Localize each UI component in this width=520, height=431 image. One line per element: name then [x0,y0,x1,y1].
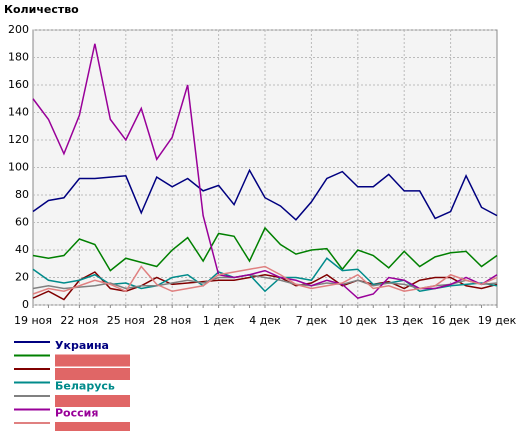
series-line [32,265,498,295]
redacted-label [55,368,130,380]
x-tick-label: 7 дек [296,314,328,327]
x-tick-label: 28 ноя [153,314,191,327]
x-tick-label: 22 ноя [60,314,98,327]
y-tick-label: 200 [8,23,29,36]
y-tick-label: 40 [15,243,29,256]
x-tick-label: 16 дек [431,314,470,327]
y-tick-label: 180 [8,51,29,64]
redacted-label [55,422,130,431]
series-line [32,226,498,272]
series-line [32,168,498,221]
x-tick-label: 10 дек [339,314,378,327]
x-tick-label: 1 дек [203,314,235,327]
redacted-label [55,354,130,367]
redacted-label [55,395,130,407]
y-tick-label: 60 [15,216,29,229]
x-tick-label: 13 дек [385,314,424,327]
y-tick-label: 0 [22,298,29,311]
y-tick-label: 80 [15,188,29,201]
series-line [32,271,498,301]
x-tick-label: 19 дек [478,314,517,327]
x-tick-label: 19 ноя [14,314,52,327]
y-tick-label: 140 [8,106,29,119]
y-tick-label: 100 [8,161,29,174]
x-tick-label: 25 ноя [107,314,145,327]
y-tick-label: 160 [8,78,29,91]
legend-label: Россия [55,407,98,420]
legend-label: Украина [55,339,109,352]
y-tick-label: 120 [8,133,29,146]
y-tick-label: 20 [15,271,29,284]
y-axis-title: Количество [4,3,79,16]
legend-label: Беларусь [55,380,115,393]
x-tick-label: 4 дек [249,314,281,327]
